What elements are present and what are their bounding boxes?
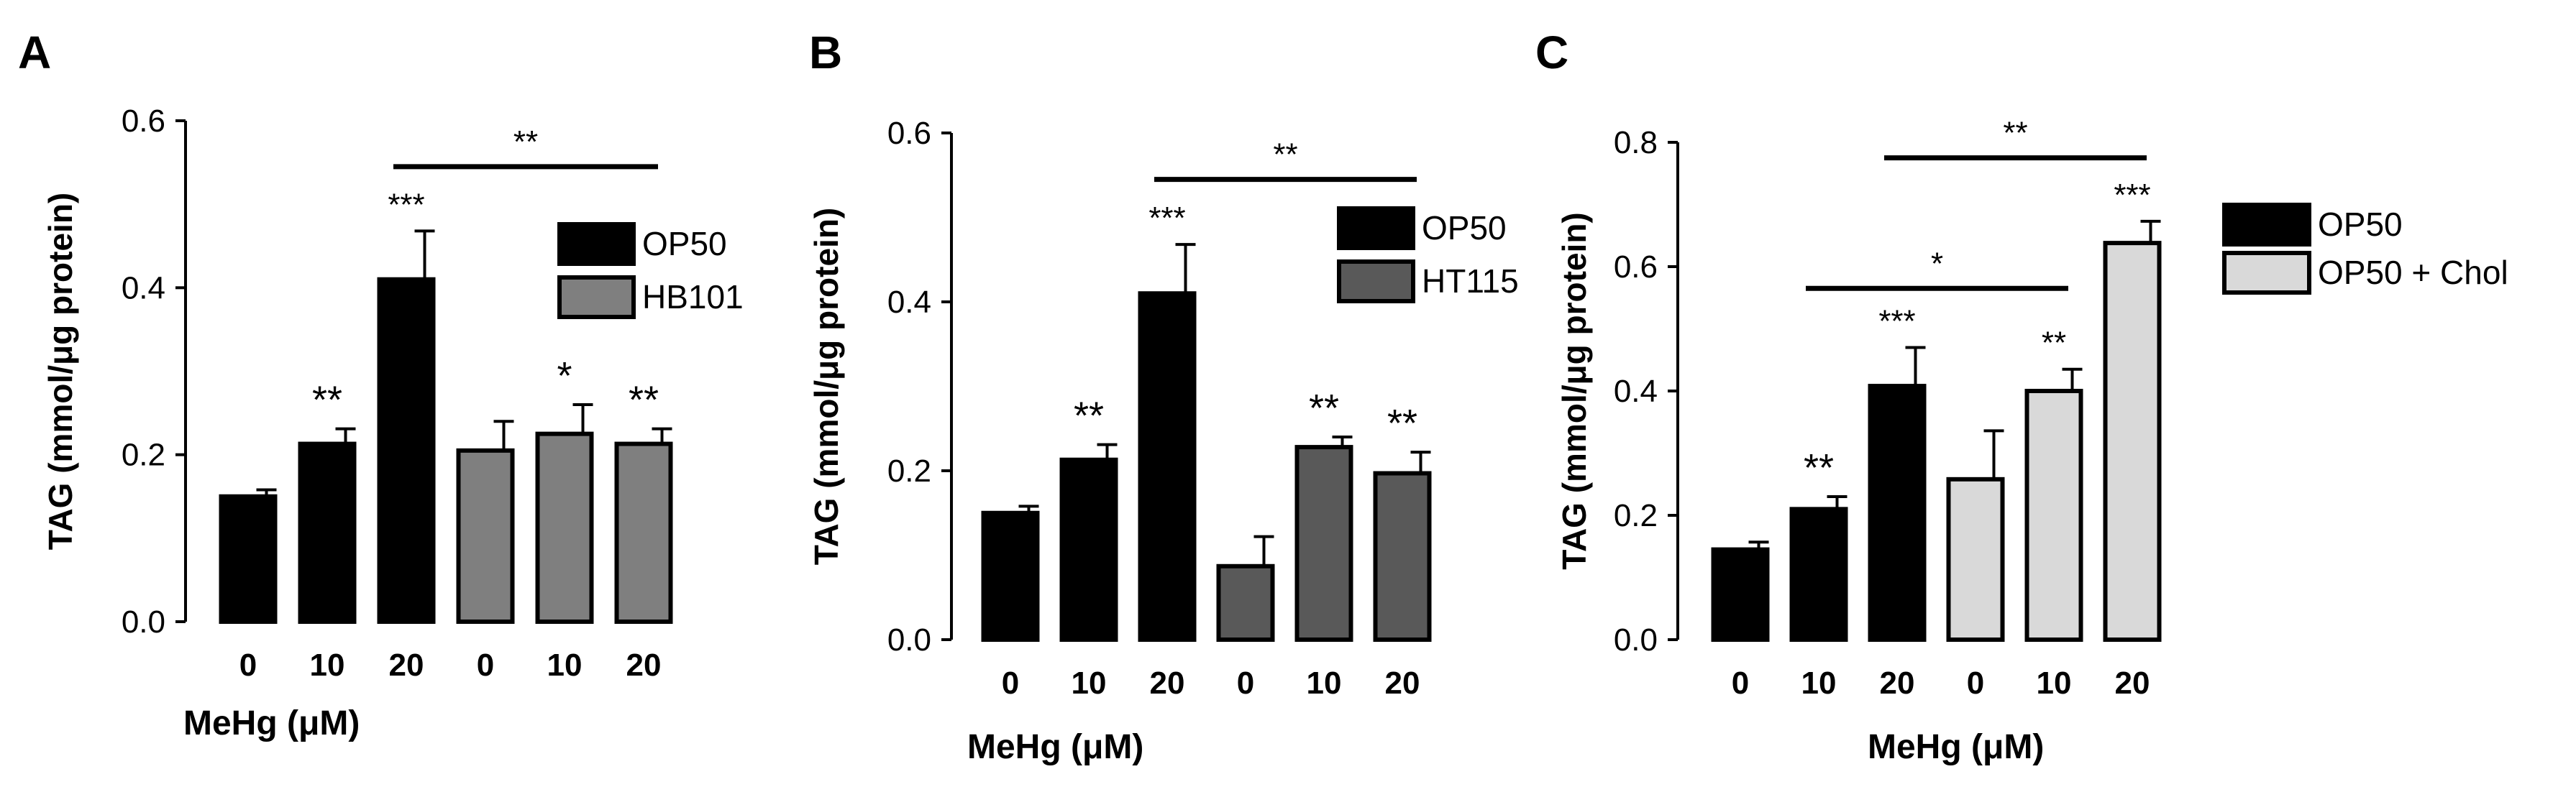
bar [1138, 291, 1197, 642]
bar [1711, 547, 1770, 643]
x-axis-label: MeHg (μM) [967, 728, 1143, 766]
x-tick-label: 10 [1307, 666, 1342, 701]
significance-label: ** [1074, 395, 1104, 438]
y-tick-label: 0.2 [1614, 498, 1658, 533]
x-tick-label: 10 [547, 648, 583, 683]
legend-label: HB101 [642, 278, 744, 316]
x-tick-label: 20 [1385, 666, 1420, 701]
legend-swatch [2222, 203, 2311, 247]
bar [456, 448, 515, 624]
y-tick-label: 0.6 [122, 103, 165, 139]
panel-letter: B [809, 27, 842, 78]
x-tick-label: 0 [1002, 666, 1019, 701]
panel-letter: C [1535, 27, 1568, 78]
significance-label: ** [1309, 387, 1339, 430]
significance-label: *** [1148, 201, 1185, 236]
bracket-label: ** [1273, 137, 1297, 172]
bar [2024, 389, 2083, 642]
bar [614, 441, 673, 624]
y-tick-label: 0.6 [1614, 249, 1658, 285]
legend-swatch [557, 275, 636, 319]
x-axis-label: MeHg (μM) [1868, 728, 2044, 766]
legend-label: HT115 [1422, 262, 1519, 300]
y-axis-label: TAG (mmol/μg protein) [42, 193, 79, 550]
significance-label: *** [1878, 303, 1915, 339]
x-tick-label: 20 [2115, 666, 2150, 701]
bar [1216, 563, 1275, 643]
significance-label: ** [1804, 446, 1834, 489]
bar [981, 510, 1040, 642]
x-tick-label: 20 [389, 648, 424, 683]
legend-swatch [557, 222, 636, 266]
y-tick-label: 0.8 [1614, 125, 1658, 160]
bar [535, 431, 594, 624]
legend-label: OP50 [2318, 206, 2403, 243]
y-tick-label: 0.2 [122, 438, 165, 473]
x-tick-label: 20 [1150, 666, 1185, 701]
x-tick-label: 20 [626, 648, 662, 683]
x-tick-label: 20 [1880, 666, 1915, 701]
x-tick-label: 0 [1732, 666, 1749, 701]
bar [1789, 507, 1848, 642]
significance-label: ** [629, 379, 659, 422]
y-tick-label: 0.6 [887, 116, 931, 151]
panel-a: A 0.0 0.2 0.4 0.6 TAG (mmol/μg protein) 0 10 ** 2… [18, 27, 744, 742]
bar [298, 441, 357, 624]
bracket-label: ** [513, 124, 538, 160]
legend-swatch [1337, 259, 1415, 303]
bar [1294, 445, 1353, 642]
panel-c: C 0.0 0.2 0.4 0.6 0.8 TAG (mmol/μg protein) 0 10… [1535, 27, 2508, 766]
bar [219, 494, 278, 624]
significance-label: ** [2042, 326, 2066, 361]
bar [1059, 457, 1118, 642]
y-tick-label: 0.4 [122, 270, 165, 305]
significance-label: *** [388, 187, 424, 222]
legend-swatch [2222, 251, 2311, 295]
y-tick-label: 0.0 [1614, 622, 1658, 658]
bar [2103, 241, 2162, 642]
significance-label: *** [2114, 178, 2150, 213]
y-tick-label: 0.0 [122, 604, 165, 640]
legend-label: OP50 [642, 225, 727, 262]
x-tick-label: 0 [1237, 666, 1254, 701]
bar [1946, 477, 2005, 643]
y-tick-label: 0.4 [887, 285, 931, 320]
bar [1868, 384, 1927, 643]
bar [377, 277, 436, 624]
panel-letter: A [18, 27, 51, 78]
panel-b: B 0.0 0.2 0.4 0.6 TAG (mmol/μg protein) 0 10 ** 2… [808, 27, 1519, 766]
bar [1373, 471, 1432, 643]
bracket-label: * [1931, 246, 1943, 281]
y-tick-label: 0.0 [887, 622, 931, 658]
x-tick-label: 0 [239, 648, 257, 683]
y-axis-label: TAG (mmol/μg protein) [1556, 212, 1593, 569]
significance-label: ** [312, 379, 342, 422]
y-tick-label: 0.4 [1614, 374, 1658, 409]
x-tick-label: 10 [2037, 666, 2072, 701]
x-axis-label: MeHg (μM) [183, 704, 360, 742]
x-tick-label: 10 [1801, 666, 1837, 701]
y-tick-label: 0.2 [887, 454, 931, 489]
legend-swatch [1337, 206, 1415, 250]
x-tick-label: 0 [1967, 666, 1984, 701]
significance-label: ** [1387, 402, 1417, 445]
significance-label: * [557, 354, 572, 397]
x-tick-label: 10 [310, 648, 345, 683]
x-tick-label: 0 [477, 648, 494, 683]
x-tick-label: 10 [1072, 666, 1107, 701]
legend-label: OP50 [1422, 209, 1507, 247]
bracket-label: ** [2003, 116, 2027, 151]
legend-label: OP50 + Chol [2318, 254, 2508, 291]
y-axis-label: TAG (mmol/μg protein) [808, 208, 845, 565]
